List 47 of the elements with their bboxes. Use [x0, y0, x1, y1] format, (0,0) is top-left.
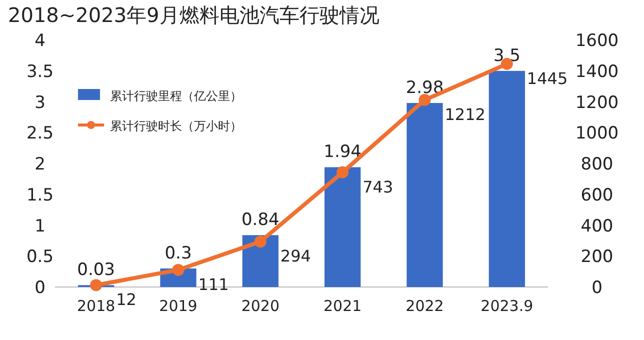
data-label: 743: [362, 177, 394, 196]
bar: [488, 70, 525, 287]
data-label: 111: [198, 274, 229, 294]
y2-tick-label: 1200: [575, 92, 619, 113]
x-tick-label: 2020: [241, 297, 280, 315]
point: [172, 264, 184, 276]
data-label: 294: [280, 246, 311, 266]
data-label: 1.94: [324, 142, 362, 162]
x-tick-label: 2018: [76, 297, 116, 315]
legend-label: 累计行驶里程（亿公里）: [110, 89, 242, 103]
y-tick-label: 2.5: [26, 124, 54, 144]
y-tick-label: 0: [34, 278, 46, 298]
data-label: 1445: [526, 68, 568, 88]
point: [418, 94, 431, 106]
x-tick-label: 2021: [323, 297, 362, 315]
y-tick-label: 3.5: [26, 62, 54, 82]
x-tick-label: 2019: [159, 297, 198, 315]
y-tick-label: 3: [34, 92, 46, 113]
y2-tick-label: 1400: [575, 62, 619, 82]
y-tick-label: 0.5: [26, 247, 54, 268]
y2-tick-label: 600: [580, 185, 614, 206]
data-label: 0.84: [241, 210, 280, 230]
y2-tick-label: 1600: [575, 31, 619, 51]
y-tick-label: 1.5: [26, 185, 54, 206]
x-tick-label: 2023.9: [480, 297, 534, 315]
y2-tick-label: 0: [592, 278, 602, 298]
y2-tick-label: 400: [580, 216, 614, 236]
bar: [406, 102, 443, 287]
bar: [324, 167, 361, 287]
y2-tick-label: 200: [580, 247, 614, 268]
y2-tick-label: 800: [580, 154, 614, 174]
y-tick-label: 2: [34, 154, 46, 174]
y2-tick-label: 1000: [575, 124, 619, 144]
legend-label: 累计行驶时长（万小时）: [110, 119, 242, 133]
data-label: 2.98: [406, 78, 444, 98]
data-label: 0.3: [164, 243, 192, 264]
point: [336, 166, 349, 178]
y-tick-label: 4: [34, 31, 46, 51]
x-tick-label: 2022: [406, 297, 444, 315]
data-label: 0.03: [77, 260, 116, 280]
data-label: 12: [116, 290, 136, 310]
chart-title: 2018~2023年9月燃料电池汽车行驶情况: [8, 3, 380, 27]
point: [254, 236, 266, 248]
y-tick-label: 1: [34, 216, 46, 236]
bar: [242, 235, 278, 287]
point: [90, 279, 102, 292]
data-label: 1212: [444, 104, 486, 124]
